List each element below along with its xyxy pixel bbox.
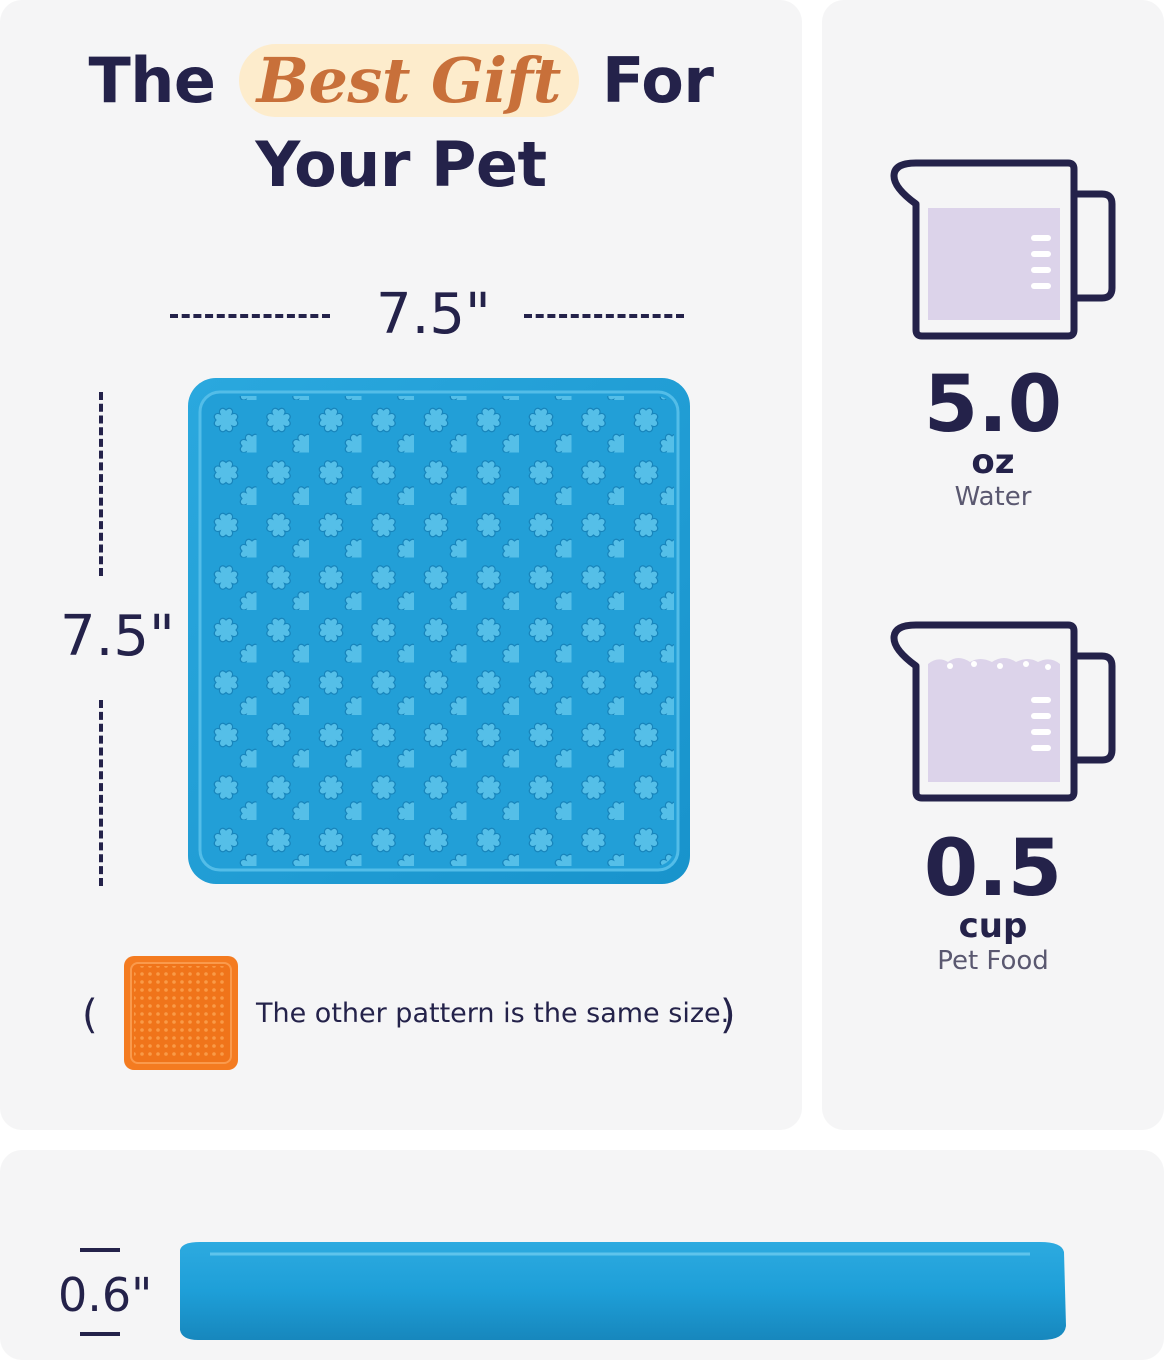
measuring-jug-food-icon [890,621,1116,802]
food-capacity: 0.5 cup Pet Food [822,830,1164,979]
width-label: 7.5" [376,282,491,347]
height-label: 0.6" [58,1268,153,1322]
water-capacity: 5.0 oz Water [822,366,1164,515]
note-open-paren: ( [82,992,98,1038]
length-label: 7.5" [60,604,175,669]
measuring-jug-water-icon [890,159,1116,340]
pattern-note: ( The other pattern is the same size. ) [80,954,760,1074]
height-tick-bottom [80,1332,120,1336]
blue-lick-mat-image [188,378,690,884]
food-value: 0.5 [923,824,1063,914]
title-word-the: The [88,44,216,117]
orange-lick-mat-image [124,956,238,1070]
water-value: 5.0 [923,360,1063,450]
height-tick-top [80,1248,120,1252]
width-dash-left [170,314,330,318]
pattern-note-text: The other pattern is the same size. [256,998,730,1029]
length-dash-top [99,392,103,576]
water-label: Water [954,482,1032,513]
water-unit: oz [971,442,1015,482]
capacity-panel [822,0,1164,1130]
page-title-line2: Your Pet [255,128,547,201]
page-title: The Best Gift For [0,44,802,117]
food-label: Pet Food [937,946,1049,977]
title-highlight: Best Gift [238,44,579,117]
food-unit: cup [958,906,1028,946]
lick-mat-side-view-image [180,1242,1066,1340]
length-dash-bottom [99,700,103,886]
title-word-for: For [601,44,714,117]
note-close-paren: ) [720,992,736,1038]
width-dash-right [524,314,684,318]
